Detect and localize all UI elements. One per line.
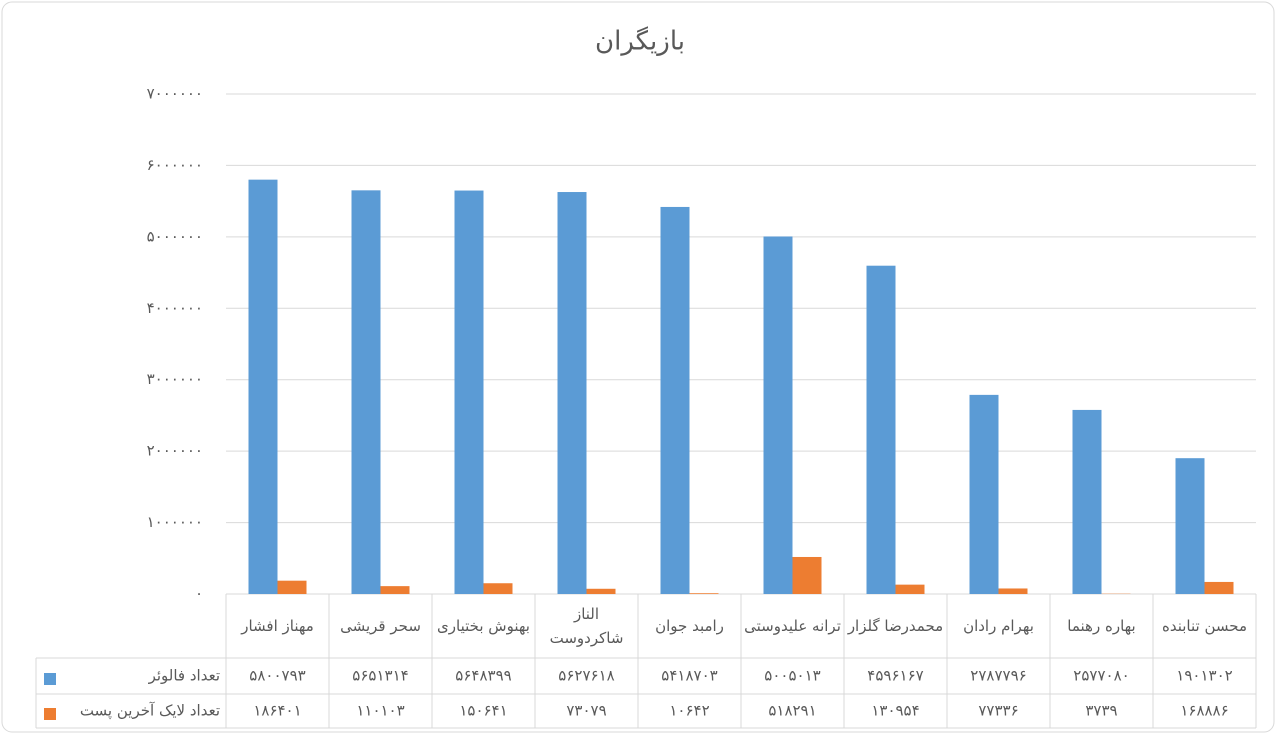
table-value: ۱۳۰۹۵۴ bbox=[871, 702, 919, 720]
table-value: ۱۱۰۱۰۳ bbox=[356, 702, 404, 720]
y-tick-label: ۳۰۰۰۰۰۰ bbox=[147, 370, 203, 388]
x-label-box: مهناز افشار bbox=[241, 617, 314, 635]
x-tick-label: محمدرضا گلزار bbox=[847, 617, 944, 635]
x-tick-label: مهناز افشار bbox=[241, 617, 314, 635]
bar bbox=[1175, 458, 1205, 594]
bar bbox=[792, 556, 822, 594]
table-value: ۴۵۹۶۱۶۷ bbox=[867, 667, 923, 685]
bar bbox=[689, 593, 719, 594]
table-value: ۱۰۶۴۲ bbox=[669, 702, 709, 720]
y-tick-label: ۱۰۰۰۰۰۰ bbox=[147, 513, 203, 531]
table-value: ۵۶۵۱۳۱۴ bbox=[352, 667, 408, 685]
x-label-box: ترانه علیدوستی bbox=[744, 617, 841, 635]
bar bbox=[660, 206, 690, 595]
table-value: ۵۶۲۷۶۱۸ bbox=[558, 667, 614, 685]
x-label-box: رامبد جوان bbox=[655, 617, 724, 635]
x-label-box: بهرام رادان bbox=[963, 617, 1034, 635]
legend-label: تعداد فالوئر bbox=[148, 667, 220, 685]
bar bbox=[586, 588, 616, 594]
bar bbox=[763, 236, 793, 594]
legend-label: تعداد لایک آخرین پست bbox=[80, 702, 220, 721]
legend-swatch bbox=[44, 708, 56, 720]
x-tick-label: الناز شاکردوست bbox=[549, 605, 624, 647]
table-value: ۵۱۸۲۹۱ bbox=[768, 702, 816, 720]
x-tick-label: رامبد جوان bbox=[655, 617, 724, 635]
table-value: ۱۶۸۸۸۶ bbox=[1180, 702, 1228, 720]
x-label-box: محمدرضا گلزار bbox=[847, 617, 944, 635]
bar bbox=[998, 588, 1028, 594]
x-label-box: الناز شاکردوست bbox=[549, 605, 624, 647]
y-tick-label: ۶۰۰۰۰۰۰ bbox=[147, 156, 203, 174]
y-tick-label: ۲۰۰۰۰۰۰ bbox=[147, 442, 203, 460]
bar bbox=[351, 190, 381, 594]
bar bbox=[454, 190, 484, 595]
y-tick-label: ۵۰۰۰۰۰۰ bbox=[147, 227, 203, 245]
x-tick-label: بهنوش بختیاری bbox=[437, 617, 530, 635]
bar bbox=[895, 584, 925, 594]
bar bbox=[248, 179, 278, 594]
table-value: ۷۳۰۷۹ bbox=[566, 702, 606, 720]
bar bbox=[1204, 581, 1234, 594]
y-tick-label: ۴۰۰۰۰۰۰ bbox=[147, 299, 203, 317]
x-tick-label: محسن تنابنده bbox=[1162, 617, 1247, 635]
bar bbox=[380, 586, 410, 594]
x-tick-label: سحر قریشی bbox=[340, 617, 421, 635]
x-tick-label: بهاره رهنما bbox=[1067, 617, 1136, 635]
bar bbox=[277, 580, 307, 594]
bar bbox=[1072, 409, 1102, 594]
bar bbox=[483, 583, 513, 594]
y-tick-label: ۷۰۰۰۰۰۰ bbox=[147, 85, 203, 103]
table-value: ۵۶۴۸۳۹۹ bbox=[455, 667, 511, 685]
x-label-box: سحر قریشی bbox=[340, 617, 421, 635]
x-label-box: بهنوش بختیاری bbox=[437, 617, 530, 635]
table-value: ۲۵۷۷۰۸۰ bbox=[1073, 667, 1129, 685]
table-value: ۵۸۰۰۷۹۳ bbox=[249, 667, 305, 685]
x-tick-label: بهرام رادان bbox=[963, 617, 1034, 635]
bar bbox=[969, 394, 999, 594]
chart-title: بازیگران bbox=[595, 26, 685, 57]
table-value: ۱۹۰۱۳۰۲ bbox=[1176, 667, 1232, 685]
x-tick-label: ترانه علیدوستی bbox=[744, 617, 841, 635]
table-value: ۲۷۸۷۷۹۶ bbox=[970, 667, 1026, 685]
table-value: ۵۰۰۵۰۱۳ bbox=[764, 667, 820, 685]
y-tick-label: ۰ bbox=[195, 585, 203, 603]
table-value: ۱۵۰۶۴۱ bbox=[459, 702, 507, 720]
table-value: ۷۷۳۳۶ bbox=[978, 702, 1018, 720]
x-label-box: محسن تنابنده bbox=[1162, 617, 1247, 635]
table-value: ۱۸۶۴۰۱ bbox=[253, 702, 301, 720]
table-value: ۳۷۳۹ bbox=[1085, 702, 1117, 720]
table-value: ۵۴۱۸۷۰۳ bbox=[661, 667, 717, 685]
legend-swatch bbox=[44, 673, 56, 685]
bar bbox=[866, 265, 896, 594]
x-label-box: بهاره رهنما bbox=[1067, 617, 1136, 635]
bar bbox=[557, 192, 587, 594]
